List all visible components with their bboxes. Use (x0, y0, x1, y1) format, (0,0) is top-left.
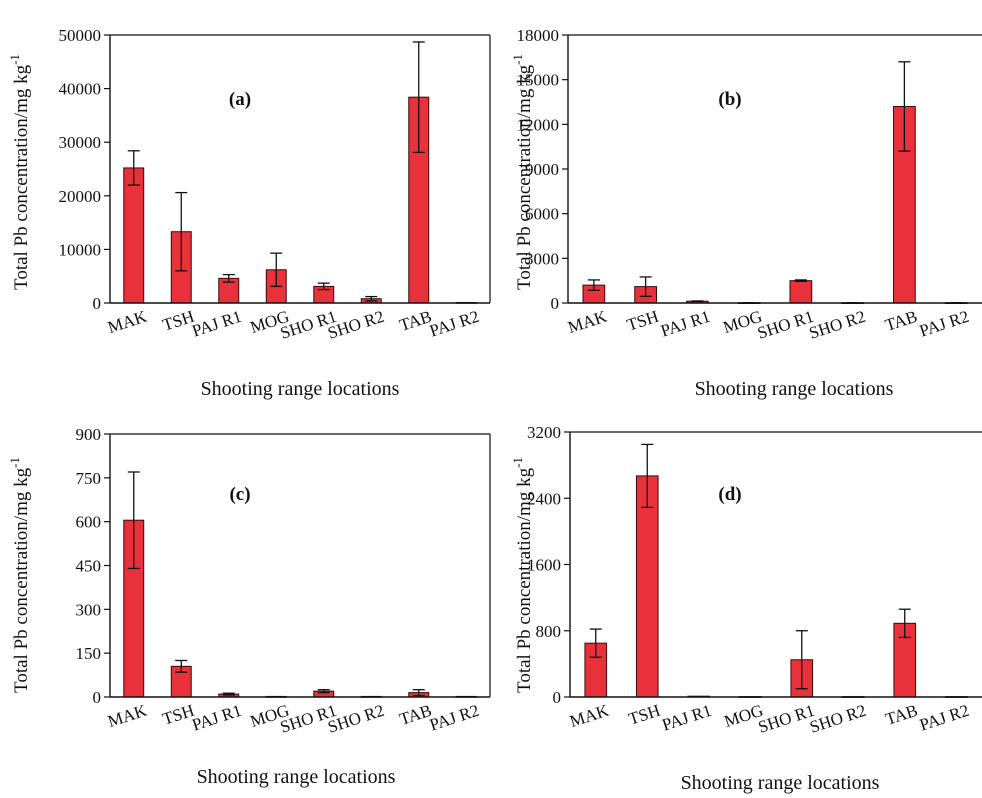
x-category-label: PAJ R2 (917, 307, 971, 341)
error-bar (639, 276, 652, 297)
error-bar (270, 252, 283, 288)
x-category-label: SHO R2 (807, 701, 868, 737)
x-axis-label: Shooting range locations (201, 378, 400, 400)
error-bar (691, 300, 704, 303)
bar-sho-r1 (789, 280, 813, 304)
x-axis-label: Shooting range locations (197, 766, 396, 788)
x-category-label: PAJ R2 (427, 307, 481, 341)
x-category-label: PAJ R1 (660, 701, 714, 735)
y-tick-label: 9000 (525, 160, 559, 179)
y-axis-label: Total Pb concentration/mg kg-1 (7, 457, 32, 693)
panel-label: (d) (718, 484, 741, 505)
y-tick-label: 6000 (525, 205, 559, 224)
error-bar (412, 689, 425, 697)
bar-mak (123, 167, 145, 304)
y-tick-label: 750 (76, 469, 102, 488)
error-bar (641, 443, 654, 509)
y-tick-label: 30000 (59, 133, 102, 152)
x-category-label: PAJ R1 (190, 307, 244, 341)
error-bar (365, 295, 378, 302)
x-category-label: PAJ R2 (917, 701, 971, 735)
x-category-label: PAJ R1 (190, 701, 244, 735)
x-category-label: MAK (105, 307, 149, 338)
x-category-label: TAB (883, 701, 920, 729)
y-tick-label: 0 (553, 688, 562, 707)
y-tick-label: 20000 (59, 187, 102, 206)
y-tick-label: 450 (76, 557, 102, 576)
x-category-label: MAK (567, 701, 611, 732)
error-bar (317, 689, 330, 694)
x-category-label: MAK (566, 307, 610, 338)
x-axis-label: Shooting range locations (695, 378, 894, 400)
error-bar (898, 61, 911, 152)
y-tick-label: 40000 (59, 80, 102, 99)
y-tick-label: 900 (76, 425, 102, 444)
x-axis-label: Shooting range locations (681, 772, 880, 794)
error-bar (587, 279, 600, 291)
x-category-label: TSH (624, 307, 660, 335)
panel-label: (b) (718, 89, 741, 110)
error-bar (412, 41, 425, 154)
y-tick-label: 150 (76, 644, 102, 663)
y-tick-label: 3200 (527, 423, 561, 442)
y-tick-label: 800 (536, 622, 562, 641)
y-tick-label: 3000 (525, 249, 559, 268)
x-category-label: TSH (626, 701, 662, 729)
y-tick-label: 300 (76, 600, 102, 619)
error-bar (175, 659, 188, 673)
error-bar (317, 282, 330, 291)
panel-label: (a) (229, 89, 251, 110)
x-category-label: MAK (105, 701, 149, 732)
panel-label: (c) (229, 484, 250, 505)
y-tick-label: 15000 (517, 71, 560, 90)
x-category-label: PAJ R1 (658, 307, 712, 341)
error-bar (589, 628, 602, 658)
y-tick-label: 12000 (517, 115, 560, 134)
y-tick-label: 18000 (517, 26, 560, 45)
y-tick-label: 10000 (59, 240, 102, 259)
y-axis-label: Total Pb concentration/mg kg-1 (510, 457, 535, 693)
x-category-label: TSH (160, 701, 196, 729)
error-bar (222, 692, 235, 696)
error-bar (127, 150, 140, 186)
error-bar (175, 191, 188, 272)
y-tick-label: 0 (93, 688, 102, 707)
x-category-label: TAB (883, 307, 920, 335)
x-category-label: SHO R2 (807, 307, 868, 343)
error-bar (795, 630, 808, 690)
y-axis-label: Total Pb concentration/mg kg-1 (7, 54, 32, 290)
x-category-label: TAB (397, 701, 434, 729)
x-category-label: TSH (160, 307, 196, 335)
y-tick-label: 1600 (527, 556, 561, 575)
error-bar (222, 273, 235, 283)
y-tick-label: 0 (93, 294, 102, 313)
error-bar (794, 279, 807, 283)
error-bar (127, 471, 140, 570)
y-axis-label: Total Pb concentration/mg kg-1 (510, 54, 535, 290)
bar-tsh (635, 475, 659, 698)
x-category-label: PAJ R2 (427, 701, 481, 735)
y-tick-label: 0 (551, 294, 560, 313)
y-tick-label: 600 (76, 513, 102, 532)
y-tick-label: 2400 (527, 489, 561, 508)
x-category-label: TAB (397, 307, 434, 335)
error-bar (898, 608, 911, 639)
y-tick-label: 50000 (59, 26, 102, 45)
